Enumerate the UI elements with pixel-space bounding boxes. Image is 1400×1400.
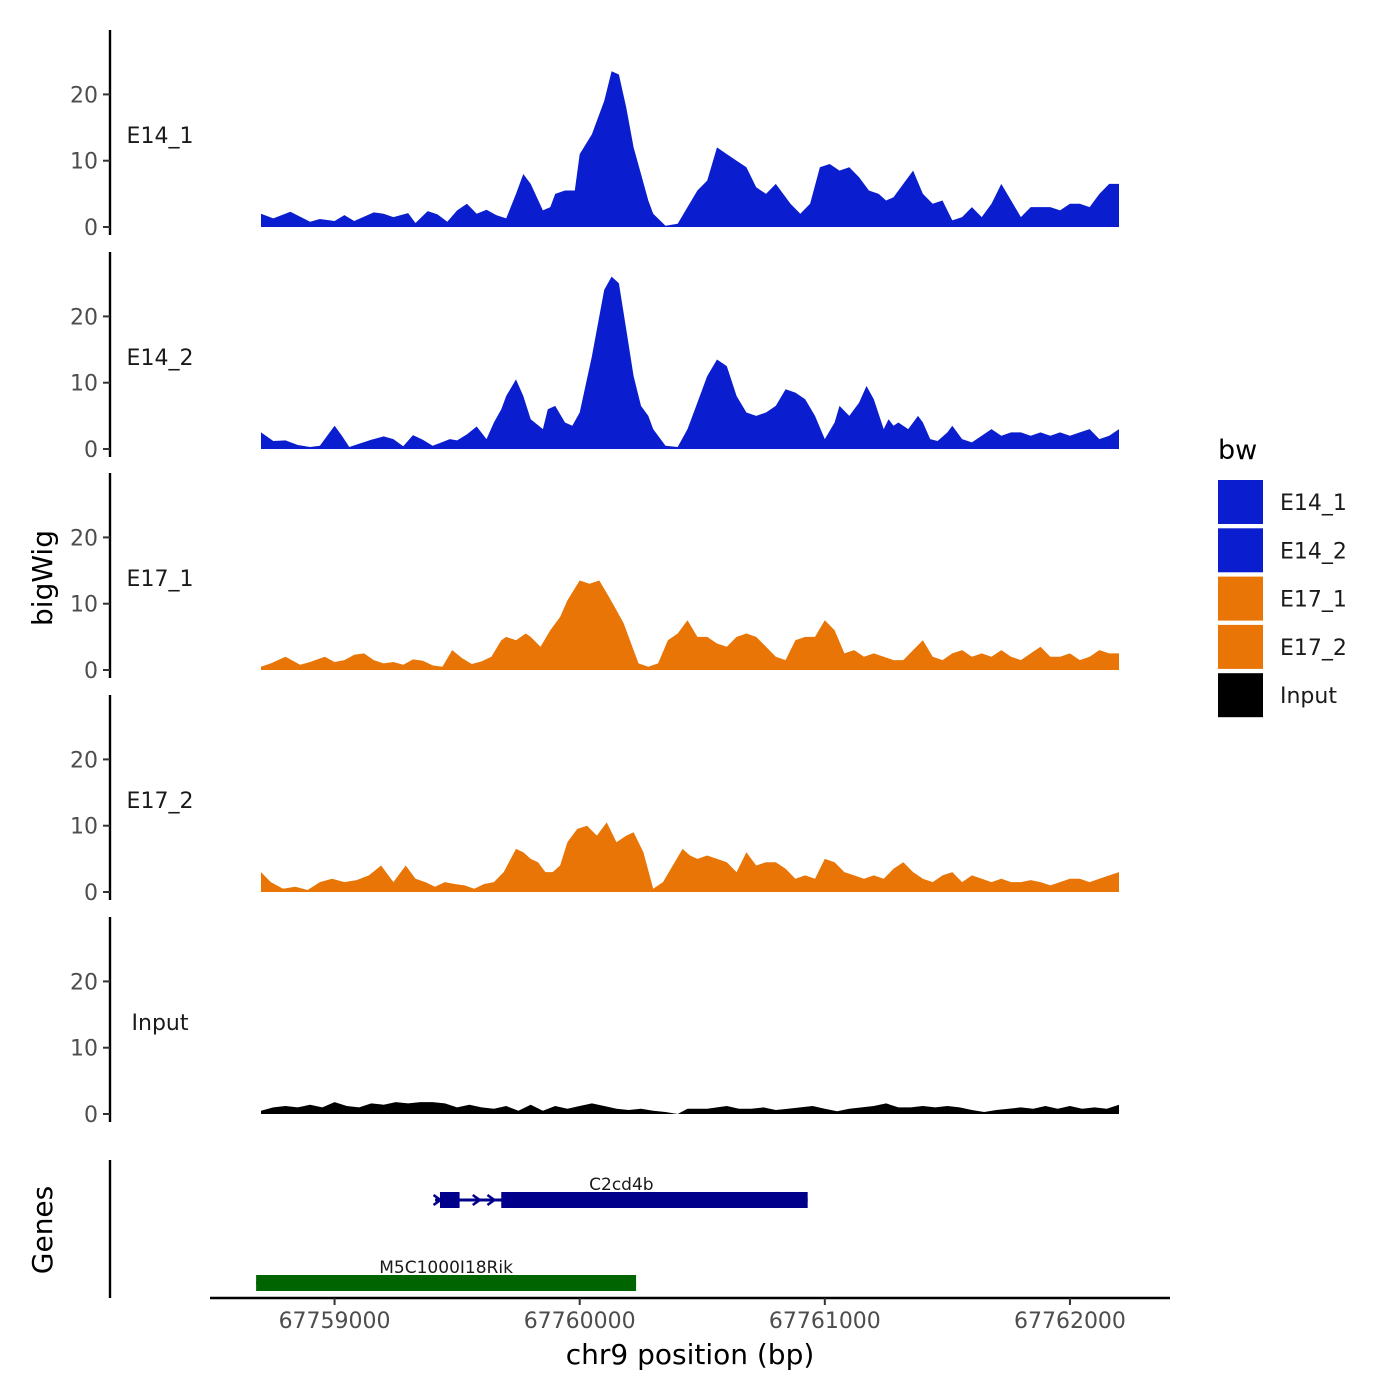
track-input: 0 10 20 Input <box>70 917 1119 1128</box>
legend-swatch-e17-1 <box>1218 576 1263 621</box>
gene-c2cd4b: C2cd4b <box>432 1175 808 1208</box>
legend-label-input: Input <box>1280 684 1337 709</box>
y-tick-label: 10 <box>70 1037 98 1062</box>
track-label: E14_1 <box>127 124 194 149</box>
signal-area-e17-1 <box>261 580 1119 670</box>
signal-area-input <box>261 1102 1119 1114</box>
track-label: E17_2 <box>127 789 194 814</box>
legend-swatch-input <box>1218 673 1263 718</box>
y-tick-label: 0 <box>84 216 98 241</box>
track-label: Input <box>132 1011 189 1036</box>
x-axis: 67759000 67760000 67761000 67762000 <box>210 1296 1170 1334</box>
legend-label-e17-2: E17_2 <box>1280 636 1347 661</box>
signal-area-e17-2 <box>261 822 1119 892</box>
gene-label: M5C1000I18Rik <box>379 1258 513 1278</box>
legend-swatch-e17-2 <box>1218 624 1263 669</box>
y-tick-label: 10 <box>70 815 98 840</box>
genes-track-title: Genes <box>26 1186 59 1274</box>
y-tick-label: 20 <box>70 83 98 108</box>
y-tick-label: 0 <box>84 438 98 463</box>
strand-arrow <box>486 1193 497 1207</box>
track-e17-2: 0 10 20 E17_2 <box>70 695 1119 906</box>
signal-area-e14-1 <box>261 71 1119 227</box>
y-axis-title: bigWig <box>26 530 59 626</box>
track-e14-1: 0 10 20 E14_1 <box>70 30 1119 241</box>
genes-layer: C2cd4b M5C1000I18Rik <box>108 1160 808 1298</box>
gene-label: C2cd4b <box>589 1175 653 1195</box>
y-tick-label: 20 <box>70 970 98 995</box>
track-e14-2: 0 10 20 E14_2 <box>70 252 1119 463</box>
gene-m5c1000i18rik: M5C1000I18Rik <box>256 1258 637 1291</box>
signal-area-e14-2 <box>261 276 1119 449</box>
y-tick-label: 0 <box>84 659 98 684</box>
y-tick-label: 10 <box>70 372 98 397</box>
x-tick-label: 67761000 <box>769 1309 881 1334</box>
legend-swatch-e14-2 <box>1218 528 1263 573</box>
strand-arrow <box>472 1193 482 1207</box>
gene-exon <box>256 1275 637 1291</box>
legend-label-e14-2: E14_2 <box>1280 539 1347 564</box>
legend-swatch-e14-1 <box>1218 480 1263 524</box>
legend-title: bw <box>1218 435 1257 466</box>
y-tick-label: 20 <box>70 748 98 773</box>
gene-exon <box>439 1192 460 1208</box>
legend-label-e17-1: E17_1 <box>1280 588 1347 613</box>
y-tick-label: 0 <box>84 881 98 906</box>
track-label: E14_2 <box>127 346 194 371</box>
strand-arrow <box>432 1193 443 1207</box>
gene-exon <box>501 1192 808 1208</box>
y-tick-label: 20 <box>70 305 98 330</box>
legend-label-e14-1: E14_1 <box>1280 491 1347 516</box>
legend: E14_1 E14_2 E17_1 E17_2 Input <box>1218 480 1347 718</box>
track-e17-1: 0 10 20 E17_1 <box>70 473 1119 684</box>
tracks-layer: 0 10 20 E14_1 0 10 20 E14_2 0 10 20 E17_1 0 10 20 E17_2… <box>70 30 1119 1128</box>
track-label: E17_1 <box>127 567 194 592</box>
x-tick-label: 67762000 <box>1014 1309 1126 1334</box>
x-tick-label: 67760000 <box>524 1309 636 1334</box>
x-tick-label: 67759000 <box>279 1309 391 1334</box>
x-axis-title: chr9 position (bp) <box>566 1338 815 1371</box>
y-tick-label: 0 <box>84 1103 98 1128</box>
y-tick-label: 10 <box>70 150 98 175</box>
y-tick-label: 20 <box>70 526 98 551</box>
y-tick-label: 10 <box>70 593 98 618</box>
